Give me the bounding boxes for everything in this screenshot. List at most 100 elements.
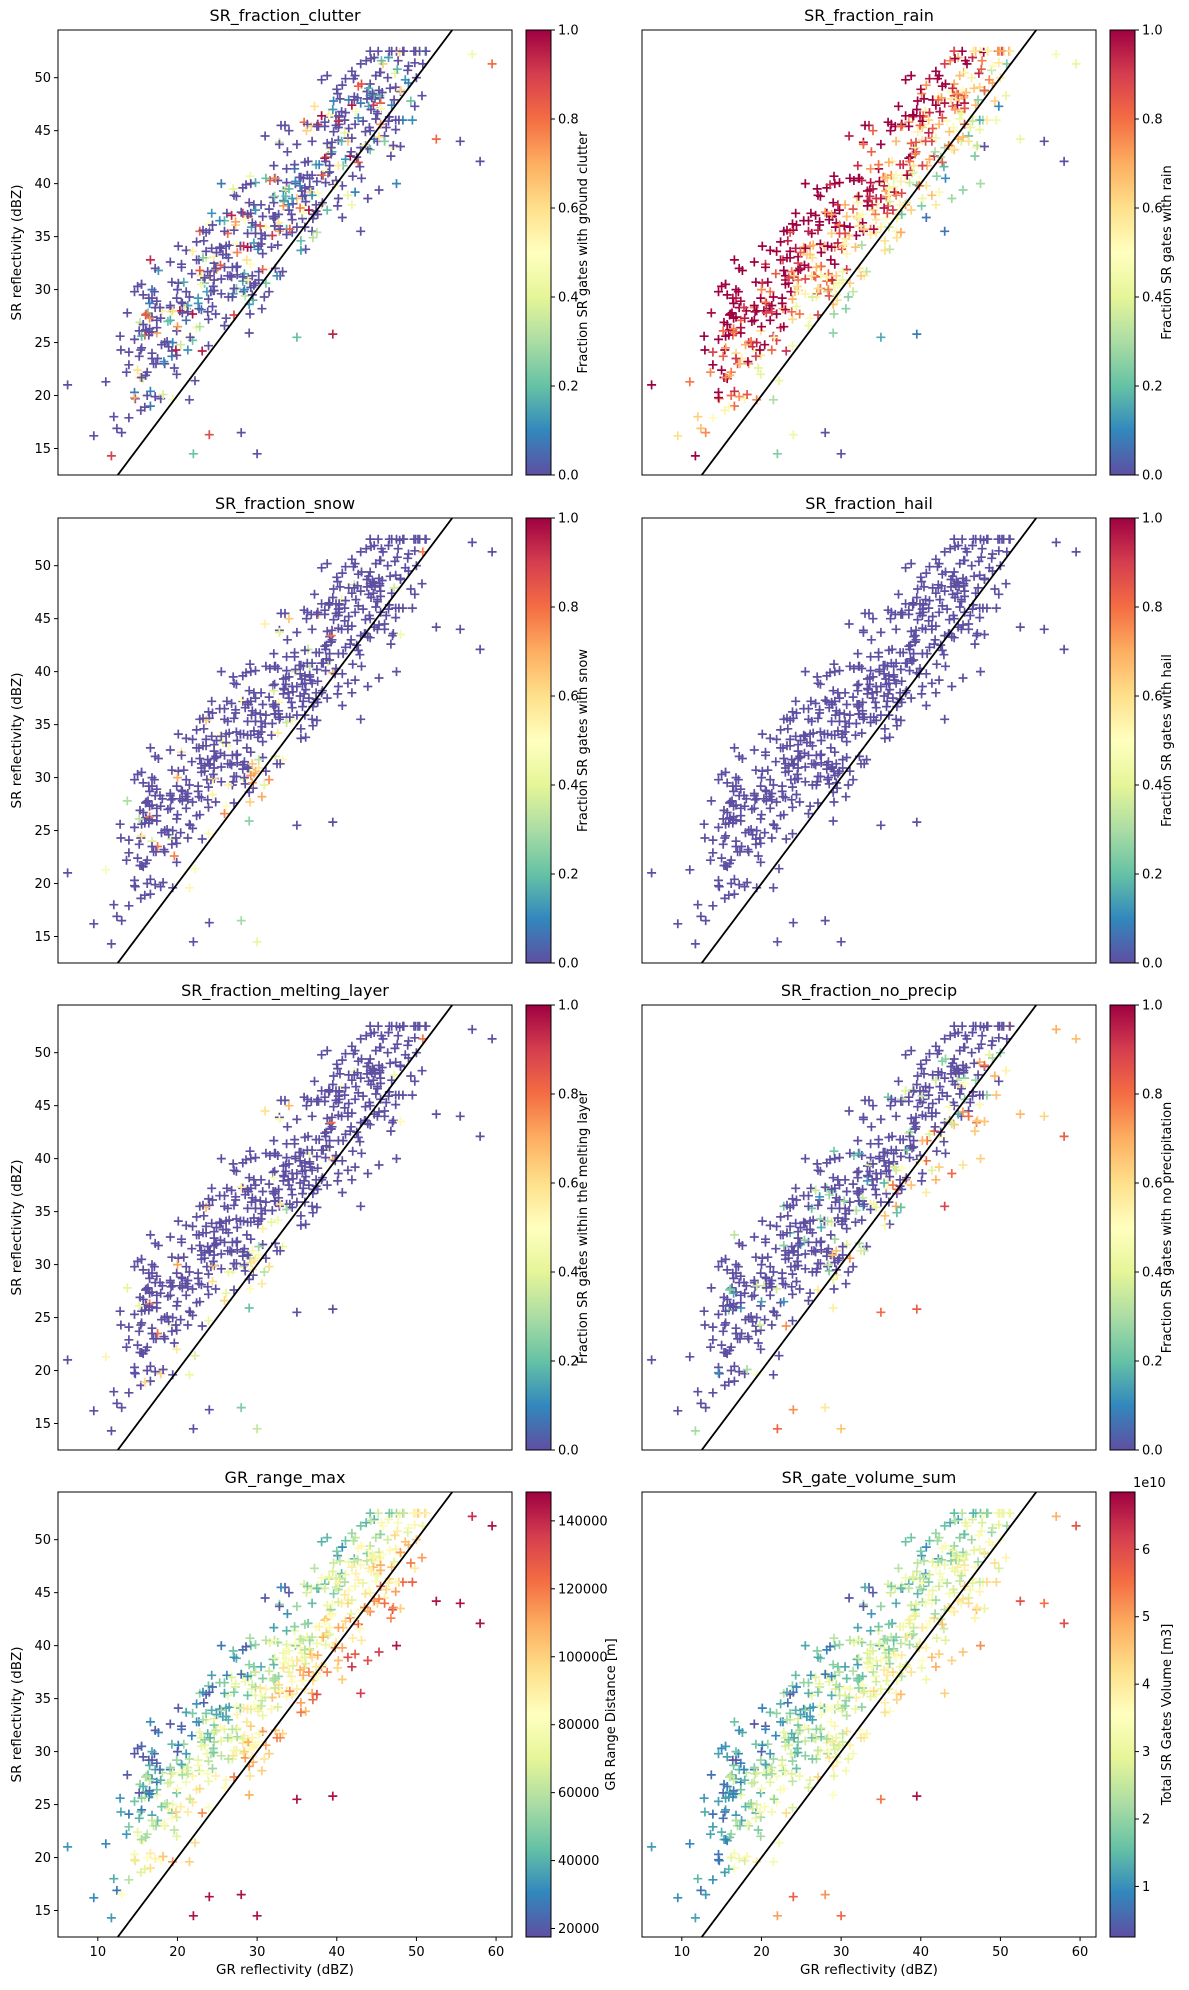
data-point — [958, 1647, 968, 1657]
data-point — [767, 1282, 777, 1292]
data-point — [828, 1173, 838, 1183]
data-point — [830, 1721, 840, 1731]
data-point — [307, 1652, 317, 1662]
data-point — [896, 1096, 906, 1106]
colorbar-tick-label: 0.2 — [1142, 868, 1163, 883]
data-point — [977, 1031, 987, 1041]
data-point — [372, 109, 382, 119]
data-point — [699, 331, 709, 341]
data-point — [201, 734, 211, 744]
data-point — [928, 1099, 938, 1108]
data-point — [910, 149, 920, 159]
data-point — [699, 819, 709, 829]
data-point — [729, 1789, 739, 1799]
data-point — [780, 793, 790, 803]
data-point — [789, 1246, 799, 1256]
data-point — [399, 534, 409, 544]
data-point — [195, 1728, 205, 1737]
data-point — [328, 105, 338, 114]
data-point — [975, 125, 985, 135]
data-point — [252, 449, 262, 459]
data-point — [921, 701, 931, 710]
data-point — [130, 1796, 139, 1806]
data-point — [356, 586, 366, 596]
data-point — [366, 542, 376, 552]
data-point — [941, 661, 950, 671]
data-point — [130, 1368, 139, 1378]
data-point — [138, 320, 148, 329]
data-point — [221, 1712, 231, 1722]
data-point — [391, 570, 401, 580]
data-point — [239, 241, 249, 251]
data-point — [731, 1816, 741, 1825]
data-point — [941, 1635, 950, 1645]
data-point — [975, 603, 985, 613]
data-point — [340, 1577, 350, 1587]
data-point — [840, 200, 850, 210]
data-point — [761, 750, 770, 760]
data-point — [384, 1021, 394, 1031]
data-point — [374, 1160, 384, 1170]
data-point — [296, 1147, 306, 1157]
data-point — [322, 626, 332, 636]
data-point — [741, 828, 750, 838]
data-point — [945, 56, 955, 66]
data-point — [905, 156, 915, 166]
data-point — [696, 1398, 706, 1408]
data-point — [991, 115, 1001, 125]
data-point — [865, 191, 875, 201]
data-point — [147, 1816, 157, 1825]
data-point — [282, 652, 292, 662]
data-point — [228, 1646, 238, 1656]
data-point — [980, 1117, 989, 1126]
data-point — [885, 732, 895, 742]
data-point — [347, 1662, 357, 1672]
data-point — [373, 1508, 383, 1518]
data-point — [752, 1313, 762, 1323]
data-point — [360, 1589, 370, 1599]
data-point — [137, 373, 147, 382]
data-point — [302, 126, 311, 136]
data-point — [960, 1078, 970, 1088]
data-point — [475, 156, 485, 166]
data-point — [812, 184, 822, 194]
data-point — [700, 1807, 710, 1817]
data-point — [921, 1598, 931, 1608]
x-tick-label: 20 — [169, 1945, 186, 1960]
data-point — [868, 1159, 878, 1169]
data-point — [724, 1377, 734, 1387]
data-point — [961, 1063, 971, 1072]
data-point — [933, 1557, 943, 1567]
data-point — [223, 759, 233, 769]
data-point — [247, 759, 257, 769]
data-point — [356, 714, 366, 724]
data-point — [854, 221, 864, 231]
y-tick-label: 25 — [34, 1798, 51, 1813]
data-point — [866, 652, 876, 662]
data-point — [236, 1403, 246, 1413]
data-point — [168, 1281, 178, 1291]
data-point — [891, 1111, 901, 1121]
data-point — [348, 1146, 358, 1156]
panel-SR_fraction_hail: SR_fraction_hail0.00.20.40.60.81.0Fracti… — [641, 494, 1175, 972]
data-point — [909, 1086, 919, 1096]
data-point — [364, 83, 374, 93]
data-point — [673, 1406, 683, 1416]
data-point — [913, 1071, 923, 1081]
data-point — [722, 1295, 732, 1304]
data-point — [168, 1313, 178, 1323]
data-point — [204, 829, 213, 839]
data-point — [994, 1076, 1004, 1086]
data-point — [799, 216, 809, 226]
data-point — [767, 1769, 777, 1779]
data-point — [800, 777, 810, 787]
data-point — [167, 1326, 177, 1336]
data-point — [891, 658, 901, 668]
data-point — [337, 1542, 347, 1552]
data-point — [134, 1301, 144, 1311]
data-point — [274, 627, 284, 637]
data-point — [264, 1749, 274, 1759]
data-point — [270, 1187, 280, 1196]
data-point — [843, 1754, 853, 1764]
